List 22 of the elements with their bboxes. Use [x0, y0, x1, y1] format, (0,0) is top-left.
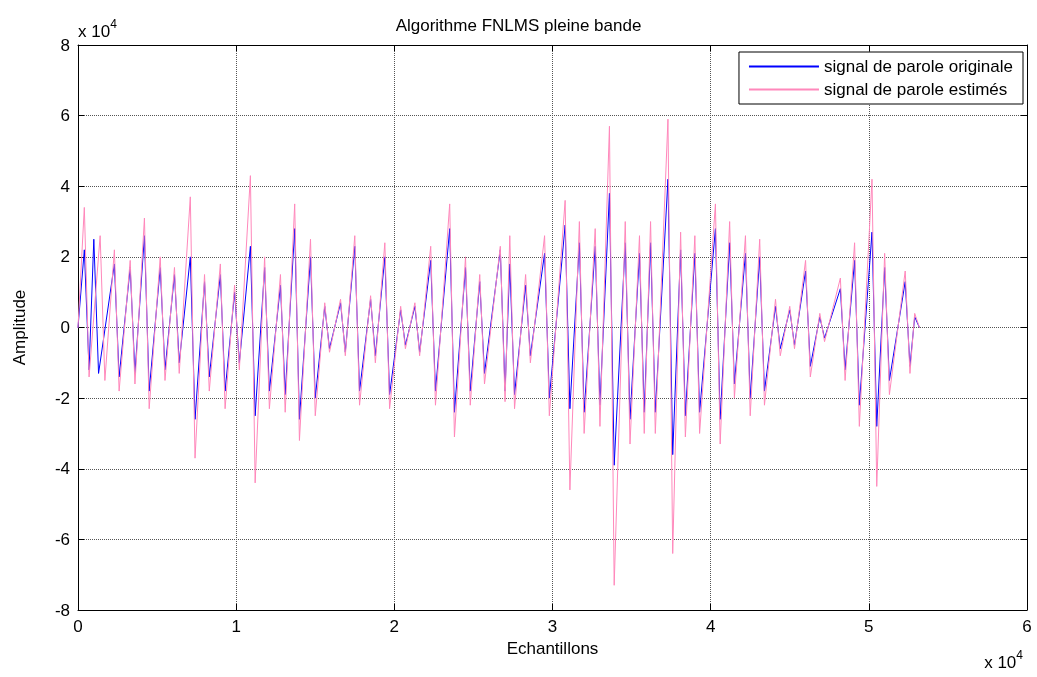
y-tick-label: 4 [60, 176, 70, 196]
y-tick-label: -8 [54, 600, 70, 620]
y-tick-label: 8 [60, 35, 70, 55]
x-tick-label: 6 [1022, 617, 1032, 636]
y-axis-title: Amplitude [10, 289, 29, 366]
x-tick-label: 1 [231, 617, 241, 636]
y-tick-label: 2 [60, 247, 70, 267]
y-tick-label: -2 [54, 388, 70, 408]
y-tick-label: 0 [60, 318, 70, 337]
x-tick-label: 5 [864, 617, 874, 636]
y-tick-label: -4 [54, 459, 70, 479]
chart-title: Algorithme FNLMS pleine bande [395, 16, 642, 35]
legend-label: signal de parole estimés [823, 80, 1008, 99]
line-series [77, 118, 920, 586]
x-tick-label: 4 [705, 617, 716, 636]
x-tick-label: 3 [547, 617, 558, 636]
x-tick-label: 2 [389, 617, 400, 636]
legend-label: signal de parole originale [823, 57, 1014, 76]
y-tick-label: -6 [54, 529, 70, 549]
y-tick-label: 6 [60, 106, 70, 126]
x-tick-label: 0 [73, 617, 83, 636]
x-axis-title: Echantillons [506, 639, 599, 658]
